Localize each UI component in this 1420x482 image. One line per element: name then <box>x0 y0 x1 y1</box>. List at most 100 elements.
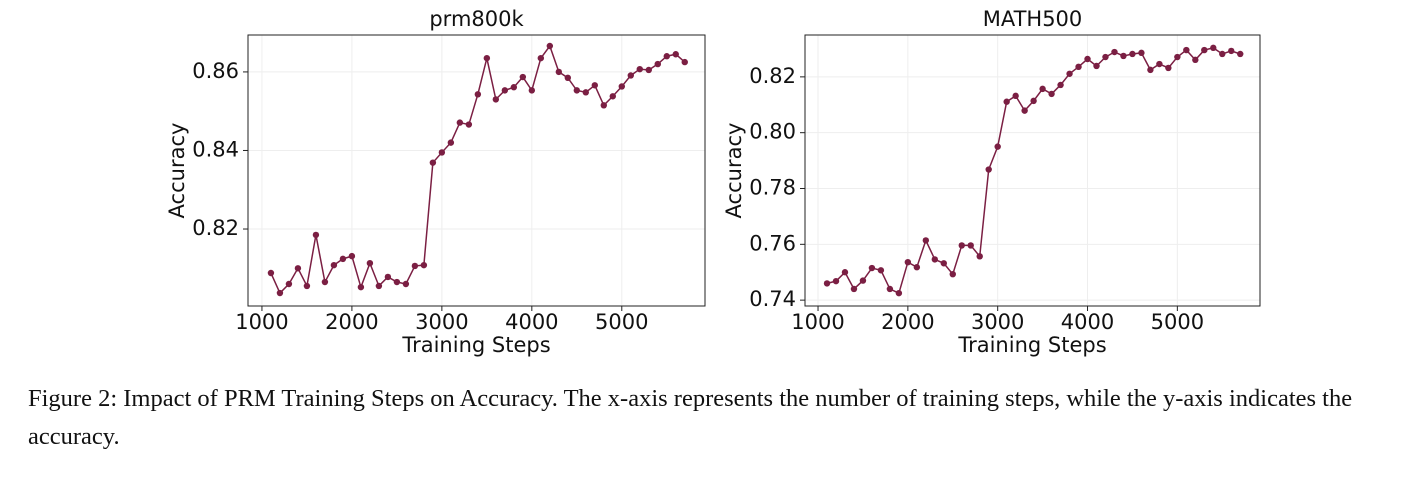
point <box>1066 70 1073 77</box>
point <box>564 74 572 82</box>
point <box>994 143 1001 150</box>
point <box>1183 46 1190 54</box>
x-tick-label: 5000 <box>595 310 648 334</box>
x-tick-label: 2000 <box>881 310 934 334</box>
point <box>618 83 625 90</box>
x-tick-label: 2000 <box>325 310 378 334</box>
point <box>1228 47 1235 55</box>
point <box>1210 44 1217 52</box>
x-tick-label: 1000 <box>235 310 288 334</box>
point <box>1219 50 1226 58</box>
point <box>1093 62 1100 70</box>
y-axis-label: Accuracy <box>722 123 746 219</box>
plot-frame <box>804 34 1261 307</box>
point <box>1237 50 1244 58</box>
point <box>940 260 947 267</box>
x-tick-label: 5000 <box>1151 310 1204 334</box>
point <box>519 73 527 81</box>
point <box>1039 85 1046 93</box>
x-tick-label: 3000 <box>971 310 1024 334</box>
point <box>913 264 921 271</box>
point <box>501 87 509 94</box>
point <box>483 54 491 62</box>
point <box>1138 49 1145 57</box>
y-tick-label: 0.78 <box>749 176 796 200</box>
point <box>411 262 419 270</box>
point <box>330 261 338 269</box>
point <box>438 149 446 156</box>
point <box>886 285 894 293</box>
point <box>1084 55 1091 63</box>
point <box>636 65 643 73</box>
point <box>420 261 428 269</box>
y-tick-label: 0.84 <box>192 137 239 161</box>
chart-title: MATH500 <box>983 7 1083 31</box>
point <box>312 231 320 239</box>
point <box>375 282 383 290</box>
point <box>393 278 401 286</box>
point <box>267 269 275 277</box>
point <box>672 51 679 58</box>
point <box>321 278 329 286</box>
point <box>1021 107 1028 114</box>
point <box>1111 48 1118 56</box>
point <box>967 242 974 249</box>
point <box>681 58 688 66</box>
point <box>859 277 867 284</box>
x-tick-label: 3000 <box>415 310 468 334</box>
point <box>985 166 992 173</box>
point <box>850 285 858 293</box>
point <box>904 258 912 266</box>
point <box>958 242 965 249</box>
point <box>510 84 518 91</box>
point <box>528 87 536 94</box>
point <box>429 159 437 166</box>
point <box>877 267 885 274</box>
point <box>465 121 473 128</box>
point <box>922 237 930 244</box>
point <box>573 87 581 94</box>
caption: Figure 2: Impact of PRM Training Steps o… <box>28 385 1353 450</box>
point <box>1201 46 1208 54</box>
point <box>627 72 634 79</box>
x-tick-label: 4000 <box>1061 310 1114 334</box>
point <box>976 253 983 260</box>
line <box>270 44 686 295</box>
figure: 1000 2000 3000 4000 5000 0.82 0.84 0.86 prm800k T… <box>165 7 1261 357</box>
point <box>949 270 956 278</box>
point <box>1174 53 1181 61</box>
point <box>931 256 939 263</box>
plot-frame <box>247 34 706 307</box>
point <box>555 68 563 76</box>
point <box>1012 92 1019 100</box>
point <box>832 277 840 285</box>
point <box>537 54 545 62</box>
point <box>348 252 356 260</box>
point <box>868 264 876 272</box>
x-axis-label: Training Steps <box>957 333 1106 357</box>
point <box>1075 63 1082 71</box>
point <box>456 119 464 126</box>
point <box>591 82 598 89</box>
point <box>895 289 903 297</box>
point <box>402 280 410 288</box>
point <box>1147 66 1154 74</box>
y-tick-label: 0.82 <box>192 216 239 240</box>
point <box>276 289 284 297</box>
y-tick-label: 0.82 <box>749 64 796 88</box>
point <box>1030 97 1037 105</box>
point <box>1120 52 1127 60</box>
point <box>447 139 455 146</box>
point <box>474 91 482 98</box>
point <box>609 93 616 100</box>
point <box>823 280 831 287</box>
y-tick-label: 0.80 <box>749 120 796 144</box>
point <box>663 53 670 60</box>
point <box>1102 53 1109 61</box>
y-tick-label: 0.74 <box>749 287 796 311</box>
y-axis-label: Accuracy <box>165 123 189 219</box>
line <box>826 47 1241 295</box>
point <box>1048 90 1055 98</box>
point <box>303 282 311 290</box>
